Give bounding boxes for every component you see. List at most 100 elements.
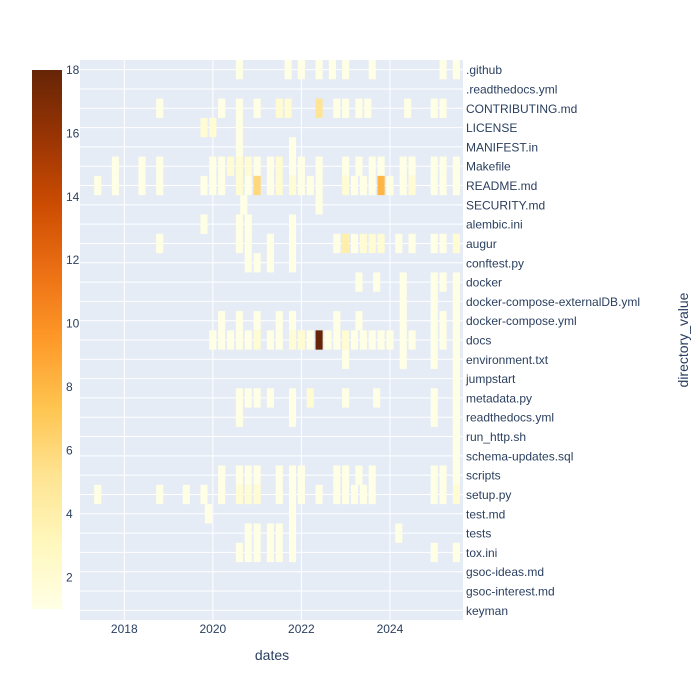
heatmap-cell <box>266 175 274 196</box>
heatmap-cell <box>253 311 261 331</box>
heatmap-cell <box>275 542 283 563</box>
heatmap-cell <box>235 542 243 563</box>
heatmap-cell <box>204 504 212 524</box>
y-tick-label: metadata.py <box>466 391 532 405</box>
y-tick-label: docker-compose-externalDB.yml <box>466 295 640 309</box>
x-tick-label: 2022 <box>288 622 315 636</box>
heatmap-cell <box>227 330 235 350</box>
heatmap-cell <box>240 195 248 215</box>
heatmap-cell <box>395 523 403 543</box>
heatmap-cell <box>235 117 243 138</box>
y-tick-label: CONTRIBUTING.md <box>466 102 577 116</box>
y-tick-label: conftest.py <box>466 256 524 270</box>
heatmap-cell <box>218 330 226 350</box>
heatmap-cell <box>138 156 146 176</box>
heatmap-cell <box>244 330 252 350</box>
heatmap-cell <box>350 233 359 254</box>
y-tick-label: keyman <box>466 604 508 618</box>
heatmap-cell <box>350 330 359 350</box>
heatmap-cell <box>297 484 305 505</box>
heatmap-cell <box>235 465 243 485</box>
heatmap-cell <box>377 156 385 176</box>
heatmap-cell <box>156 484 164 505</box>
heatmap-cell <box>342 388 350 408</box>
heatmap-cell <box>430 272 438 292</box>
heatmap-cell <box>156 233 164 254</box>
heatmap-cell <box>209 330 217 350</box>
heatmap-cell <box>297 330 305 350</box>
y-axis-title: directory_value <box>675 292 691 387</box>
heatmap-cell <box>288 484 297 505</box>
y-tick-label: .github <box>466 63 502 77</box>
heatmap-cell <box>452 368 460 389</box>
heatmap-cell <box>244 523 252 543</box>
heatmap-cell <box>408 156 416 176</box>
heatmap-cell <box>218 156 226 176</box>
heatmap-cell <box>395 233 403 254</box>
heatmap-cell <box>368 465 376 485</box>
heatmap-cell <box>235 60 243 80</box>
y-tick-label: LICENSE <box>466 121 517 135</box>
heatmap-cell <box>452 446 460 466</box>
heatmap-cell <box>306 330 314 350</box>
heatmap-cell <box>364 98 372 118</box>
heatmap-cell <box>288 311 297 331</box>
heatmap-cell <box>452 60 460 80</box>
colorbar-gradient <box>32 70 62 609</box>
heatmap-cell <box>111 156 119 176</box>
heatmap-cell <box>253 484 261 505</box>
heatmap-cell <box>368 60 376 80</box>
heatmap-cell <box>452 272 460 292</box>
heatmap-cell <box>288 504 297 524</box>
heatmap-cell <box>253 156 261 176</box>
heatmap-cell <box>430 542 438 563</box>
heatmap-cell <box>342 465 350 485</box>
heatmap-cell <box>328 60 336 80</box>
heatmap-cell <box>244 214 252 234</box>
heatmap-cell <box>430 156 438 176</box>
heatmap-cell <box>253 98 261 118</box>
heatmap-cell <box>430 330 438 350</box>
colorbar-tick-label: 18 <box>66 63 80 77</box>
heatmap-cell <box>359 484 367 505</box>
heatmap-cell <box>333 311 341 331</box>
y-tick-label: test.md <box>466 507 505 521</box>
heatmap-cell <box>275 175 283 196</box>
heatmap-cell <box>275 523 283 543</box>
heatmap-cell <box>297 175 305 196</box>
heatmap-cell <box>439 272 447 292</box>
heatmap-cell <box>266 233 274 254</box>
heatmap-cell <box>333 465 341 485</box>
heatmap-cell <box>111 175 119 196</box>
heatmap-cell <box>399 272 407 292</box>
heatmap-cell <box>315 175 323 196</box>
heatmap-cell <box>266 330 274 350</box>
heatmap-cell <box>439 175 447 196</box>
heatmap-cell <box>253 175 261 196</box>
heatmap-cell <box>244 542 252 563</box>
heatmap-cell <box>288 253 297 273</box>
heatmap-cell <box>288 233 297 254</box>
heatmap-cell <box>342 233 350 254</box>
y-tick-label: gsoc-ideas.md <box>466 565 544 579</box>
heatmap-cell <box>227 156 235 176</box>
heatmap-cell <box>408 330 416 350</box>
heatmap-cell <box>94 484 102 505</box>
heatmap-cell <box>342 98 350 118</box>
y-tick-label: run_http.sh <box>466 430 526 444</box>
heatmap-cell <box>288 175 297 196</box>
x-tick-label: 2024 <box>377 622 404 636</box>
heatmap-cell <box>355 465 363 485</box>
heatmap-cell <box>439 60 447 80</box>
y-tick-label: tox.ini <box>466 546 497 560</box>
heatmap-cell <box>439 311 447 331</box>
heatmap-cell <box>235 388 243 408</box>
heatmap-cell <box>368 330 376 350</box>
heatmap-cell <box>399 330 407 350</box>
heatmap-cell <box>200 117 208 138</box>
heatmap-cell <box>218 175 226 196</box>
heatmap-cell <box>275 465 283 485</box>
heatmap-cell <box>235 137 243 157</box>
colorbar-tick-label: 8 <box>66 380 73 394</box>
heatmap-cell <box>288 137 297 157</box>
